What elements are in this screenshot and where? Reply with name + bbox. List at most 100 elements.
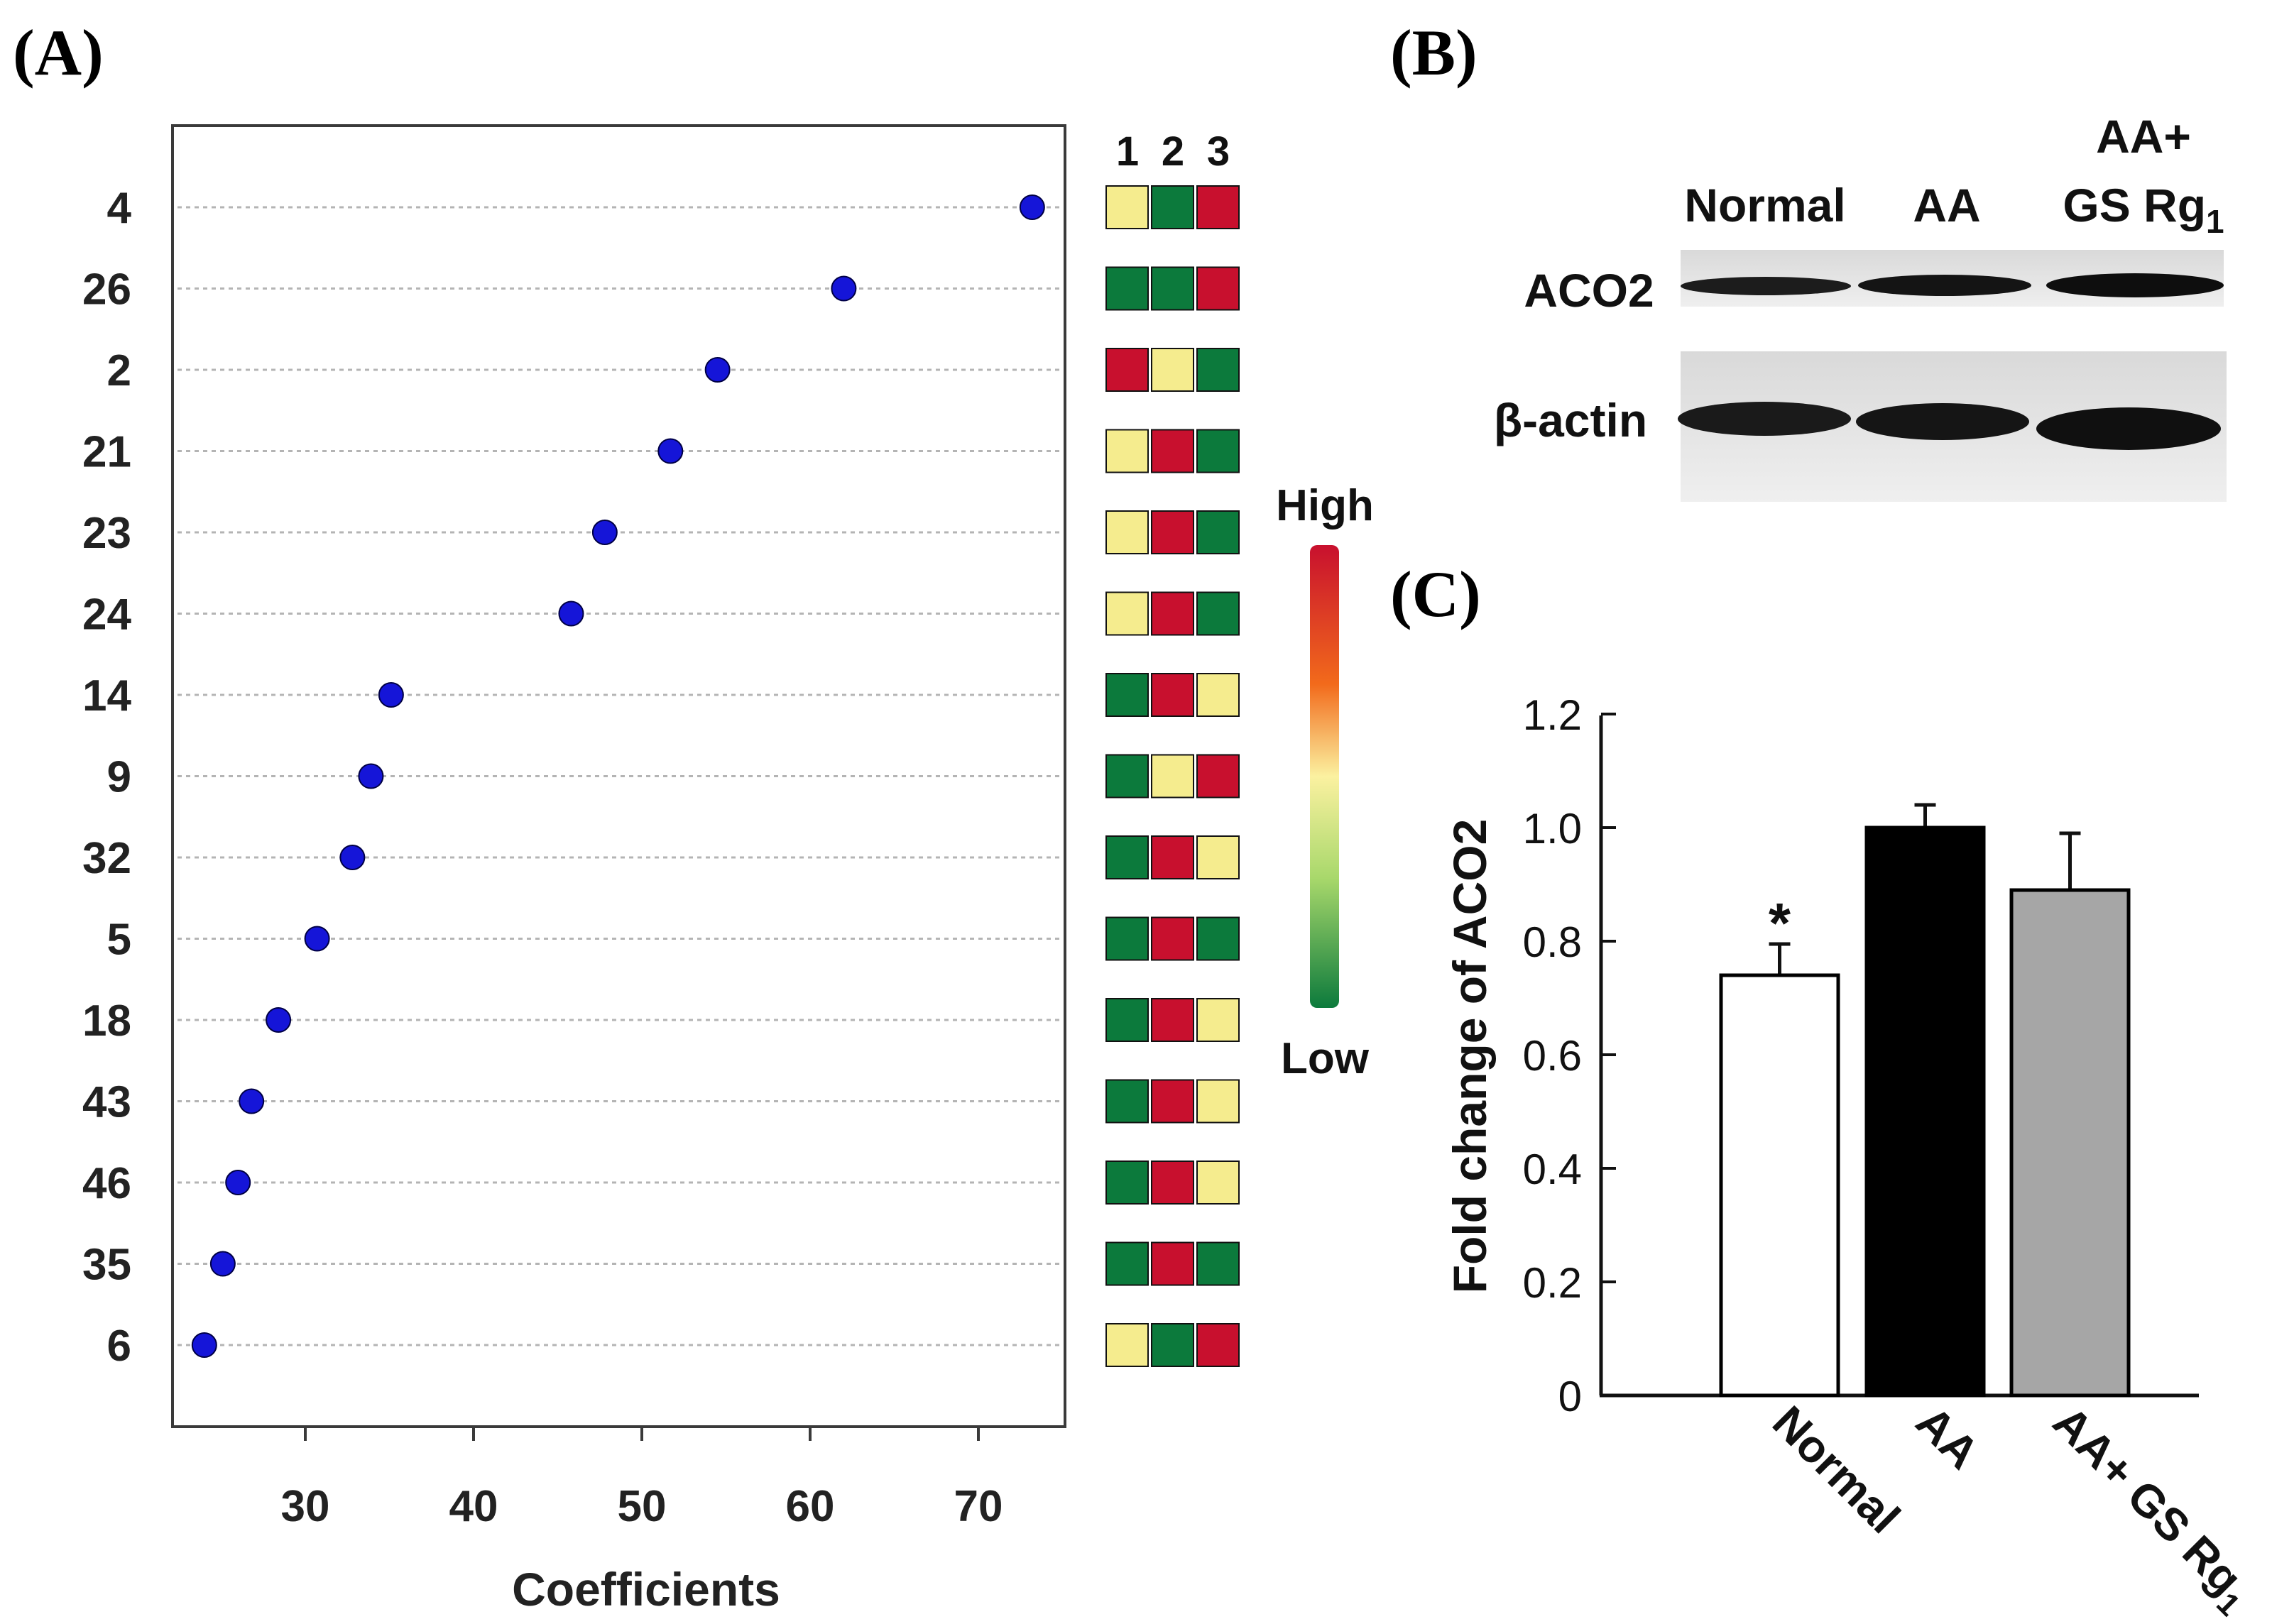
data-point [209,1251,236,1277]
heatmap-cell [1196,1241,1240,1286]
x-tick-label: 40 [449,1482,498,1531]
heatmap-cell [1105,916,1149,961]
color-legend: High Low [1276,481,1374,1083]
panel-label-a: (A) [13,16,104,89]
heatmap-cell [1196,591,1240,636]
row-label: 5 [107,916,131,965]
row-label: 32 [82,834,131,883]
row-label: 24 [82,591,131,640]
blot-band [1678,402,1851,436]
heatmap-cell [1196,916,1240,961]
heatmap-cell [1196,1323,1240,1367]
heatmap-cell [1105,591,1149,636]
row-label: 4 [107,184,132,233]
dot-plot: 4 26 2 21 23 24 14 9 32 5 18 43 46 35 6 30 40 50 60 70 Coe… [82,124,1066,1615]
heatmap-cell [1196,348,1240,392]
blot-row-label-beta-actin: β-actin [1494,394,1647,446]
bar [1719,973,1840,1398]
y-tick-label: 1.2 [1523,691,1582,739]
row-label: 23 [82,509,131,558]
heatmap-cell [1151,348,1194,392]
heatmap-cell [1151,1241,1194,1286]
panel-label-b: (B) [1390,16,1478,89]
heatmap-cell [1105,1241,1149,1286]
blot-band [1858,275,2031,296]
blot-band [1681,277,1851,295]
heat-col-header: 3 [1207,128,1230,175]
heatmap-cell [1196,185,1240,229]
heatmap-cell [1151,185,1194,229]
row-label: 43 [82,1078,131,1127]
data-point [191,1332,217,1358]
x-axis-label: Coefficients [512,1563,780,1615]
blot-band [1856,403,2029,440]
lane-label-aa-plus: AA+ [2096,110,2191,163]
row-label: 6 [107,1322,131,1371]
data-point [378,682,404,708]
heatmap-cell [1196,754,1240,799]
y-tick-label: 0.8 [1523,918,1582,966]
plot-frame [171,124,1066,1428]
row-label: 35 [82,1241,131,1290]
blot-band [2046,273,2224,297]
heatmap-cell [1196,510,1240,554]
heatmap: 1 2 3 [1105,128,1240,1367]
heatmap-cell [1151,1079,1194,1124]
y-tick-label: 0 [1558,1373,1582,1420]
legend-gradient-bar [1310,545,1339,1008]
heatmap-cell [1196,1161,1240,1205]
x-category-label: AA [1906,1396,1989,1478]
x-category-label: Normal [1763,1396,1910,1543]
data-point [266,1007,292,1033]
heatmap-cell [1196,266,1240,311]
heatmap-cell [1196,673,1240,717]
y-tick-label: 0.2 [1523,1259,1582,1307]
heatmap-cell [1105,673,1149,717]
data-point [1019,194,1045,220]
heat-col-header: 2 [1162,128,1184,175]
heatmap-cell [1105,185,1149,229]
legend-high-label: High [1276,481,1374,530]
heatmap-cell [1105,998,1149,1042]
blot-band [2036,407,2221,450]
data-point [225,1170,251,1195]
heatmap-cell [1105,510,1149,554]
data-point [304,926,330,952]
heatmap-cell [1151,916,1194,961]
heatmap-cell [1105,1079,1149,1124]
row-label: 18 [82,997,131,1046]
data-point [239,1088,265,1114]
bar-chart: 0 0.2 0.4 0.6 0.8 1.0 1.2 * Fold change of ACO… [1443,691,2264,1623]
row-label: 2 [107,346,131,395]
y-tick-label: 1.0 [1523,805,1582,852]
heatmap-cell [1105,1161,1149,1205]
heatmap-cell [1151,429,1194,473]
bar [2009,888,2131,1398]
row-label: 14 [82,671,131,720]
x-tick-label: 60 [786,1482,835,1531]
lane-label-normal: Normal [1684,179,1845,231]
x-tick-label: 30 [281,1482,330,1531]
heatmap-cell [1105,754,1149,799]
y-tick-label: 0.4 [1523,1146,1582,1193]
data-point [339,845,366,870]
lane-label-gs-rg1: GS Rg1 [2063,179,2224,240]
heatmap-cell [1151,835,1194,879]
y-axis-label: Fold change of ACO2 [1443,819,1496,1294]
heatmap-cell [1105,348,1149,392]
data-point [657,438,684,464]
row-label: 9 [107,753,131,802]
x-tick-label: 70 [954,1482,1003,1531]
western-blot: Normal AA AA+ GS Rg1 ACO2 β-actin [1494,110,2227,502]
data-point [591,520,618,545]
heatmap-cell [1196,1079,1240,1124]
row-label: 26 [82,265,131,314]
x-tick-label: 50 [618,1482,667,1531]
legend-low-label: Low [1281,1034,1370,1083]
x-category-label: AA+ GS Rg1 [2038,1396,2264,1623]
heatmap-cell [1151,266,1194,311]
heatmap-cell [1151,1323,1194,1367]
lane-label-aa: AA [1913,179,1980,231]
bar [1864,825,1986,1398]
